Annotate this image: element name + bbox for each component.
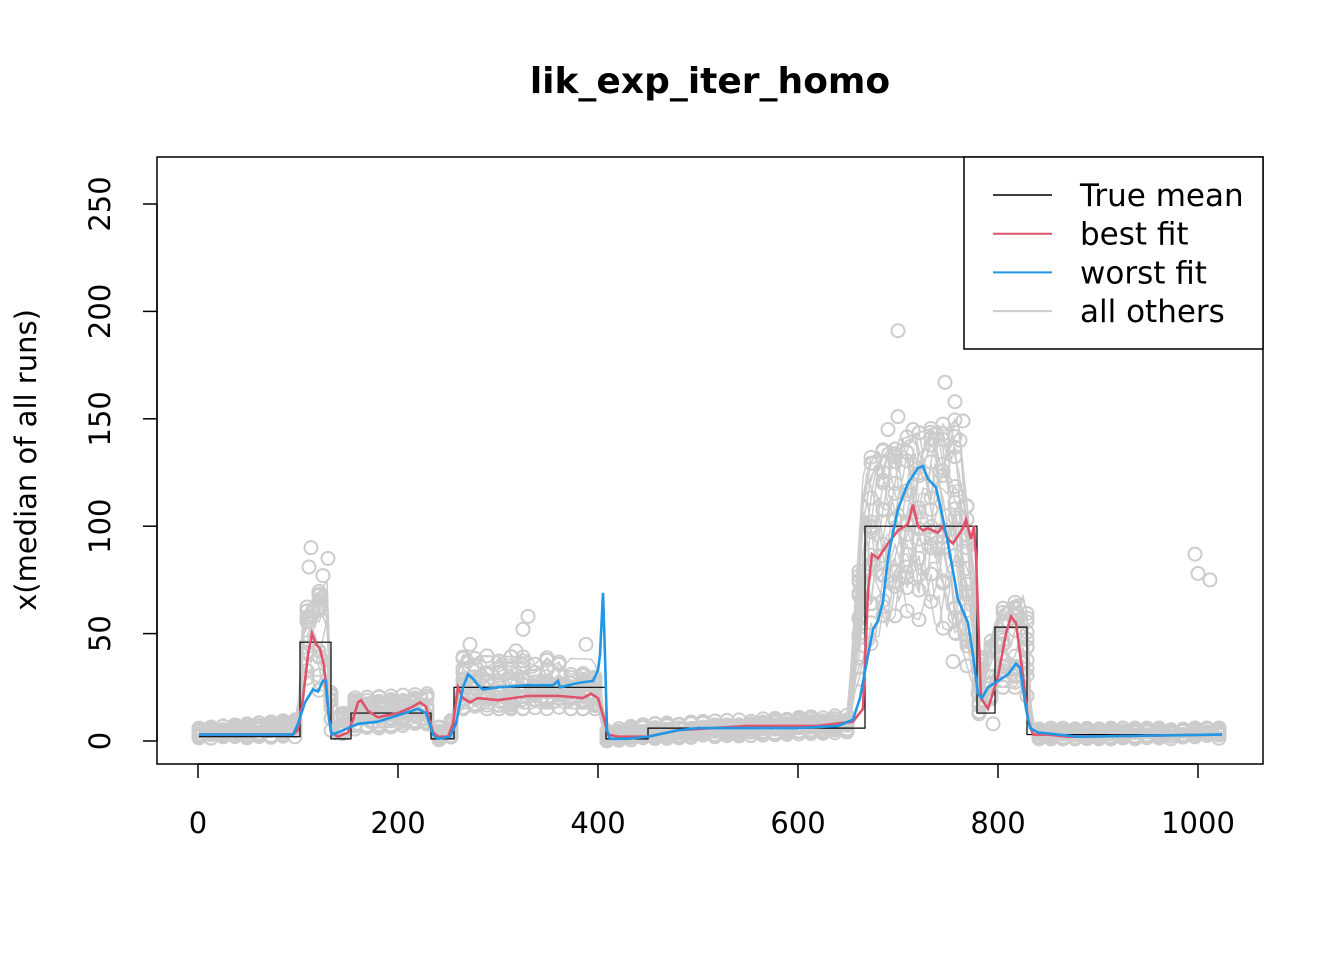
y-tick-label: 100	[83, 499, 117, 554]
others-point	[911, 582, 927, 598]
others-outlier-point	[905, 422, 921, 438]
others-point	[899, 546, 915, 562]
others-line	[198, 433, 1219, 742]
others-outlier-point	[462, 636, 478, 652]
others-outlier-point	[937, 374, 953, 390]
others-point	[911, 612, 927, 628]
y-tick-label: 200	[83, 284, 117, 339]
legend-label: True mean	[1079, 178, 1244, 214]
x-tick-label: 800	[970, 806, 1025, 840]
others-outlier-point	[315, 568, 331, 584]
others-line	[198, 417, 1220, 740]
others-outlier-point	[947, 394, 963, 410]
others-outlier-point	[301, 559, 317, 575]
legend-box	[963, 156, 1264, 350]
others-outlier-point	[952, 432, 968, 448]
x-tick-label: 600	[770, 806, 825, 840]
axes: 0 200 400 600 800 1000 0 50 100 150 200 250	[83, 176, 1235, 840]
others-outlier-point	[1190, 565, 1206, 581]
others-outlier-point	[1202, 572, 1218, 588]
others-outlier-point	[985, 716, 1001, 732]
others-point	[887, 485, 903, 501]
others-outlier-point	[890, 323, 906, 339]
x-tick-label: 400	[570, 806, 625, 840]
others-outlier-point	[303, 540, 319, 556]
others-line	[198, 463, 1220, 740]
others-outlier-point	[520, 608, 536, 624]
all-others-runs	[191, 323, 1227, 749]
y-tick-label: 250	[83, 176, 117, 231]
others-line	[198, 418, 1220, 740]
others-outlier-point	[890, 409, 906, 425]
plot-frame	[156, 156, 1264, 765]
others-outlier-point	[508, 643, 524, 659]
others-line	[198, 472, 1220, 740]
others-outlier-point	[515, 621, 531, 637]
x-tick-label: 200	[370, 806, 425, 840]
x-tick-label: 0	[189, 806, 207, 840]
worst-fit-line	[199, 464, 1223, 741]
others-outlier-point	[320, 550, 336, 566]
others-outlier-point	[578, 636, 594, 652]
y-tick-label: 0	[83, 732, 117, 750]
others-outlier-point	[880, 422, 896, 438]
others-point	[899, 603, 915, 619]
others-point	[875, 607, 891, 623]
x-tick-label: 1000	[1161, 806, 1235, 840]
others-point	[311, 649, 327, 665]
legend-label: worst fit	[1080, 255, 1207, 291]
others-point	[299, 603, 315, 619]
others-outlier-point	[955, 413, 971, 429]
y-tick-label: 50	[83, 615, 117, 652]
others-outlier-point	[948, 626, 964, 642]
others-point	[923, 594, 939, 610]
chart-title: lik_exp_iter_homo	[530, 61, 890, 102]
fit-lines	[199, 464, 1223, 741]
others-outlier-point	[1187, 546, 1203, 562]
others-line	[198, 425, 1219, 740]
others-point	[923, 501, 939, 517]
others-point	[875, 472, 891, 488]
y-axis-label: x(median of all runs)	[9, 309, 43, 611]
others-point	[299, 599, 315, 615]
others-point	[887, 579, 903, 595]
others-point	[935, 573, 951, 589]
others-point	[455, 660, 471, 676]
y-tick-label: 150	[83, 391, 117, 446]
legend-label: best fit	[1080, 217, 1189, 253]
others-outlier-point	[945, 654, 961, 670]
legend-label: all others	[1080, 294, 1225, 330]
